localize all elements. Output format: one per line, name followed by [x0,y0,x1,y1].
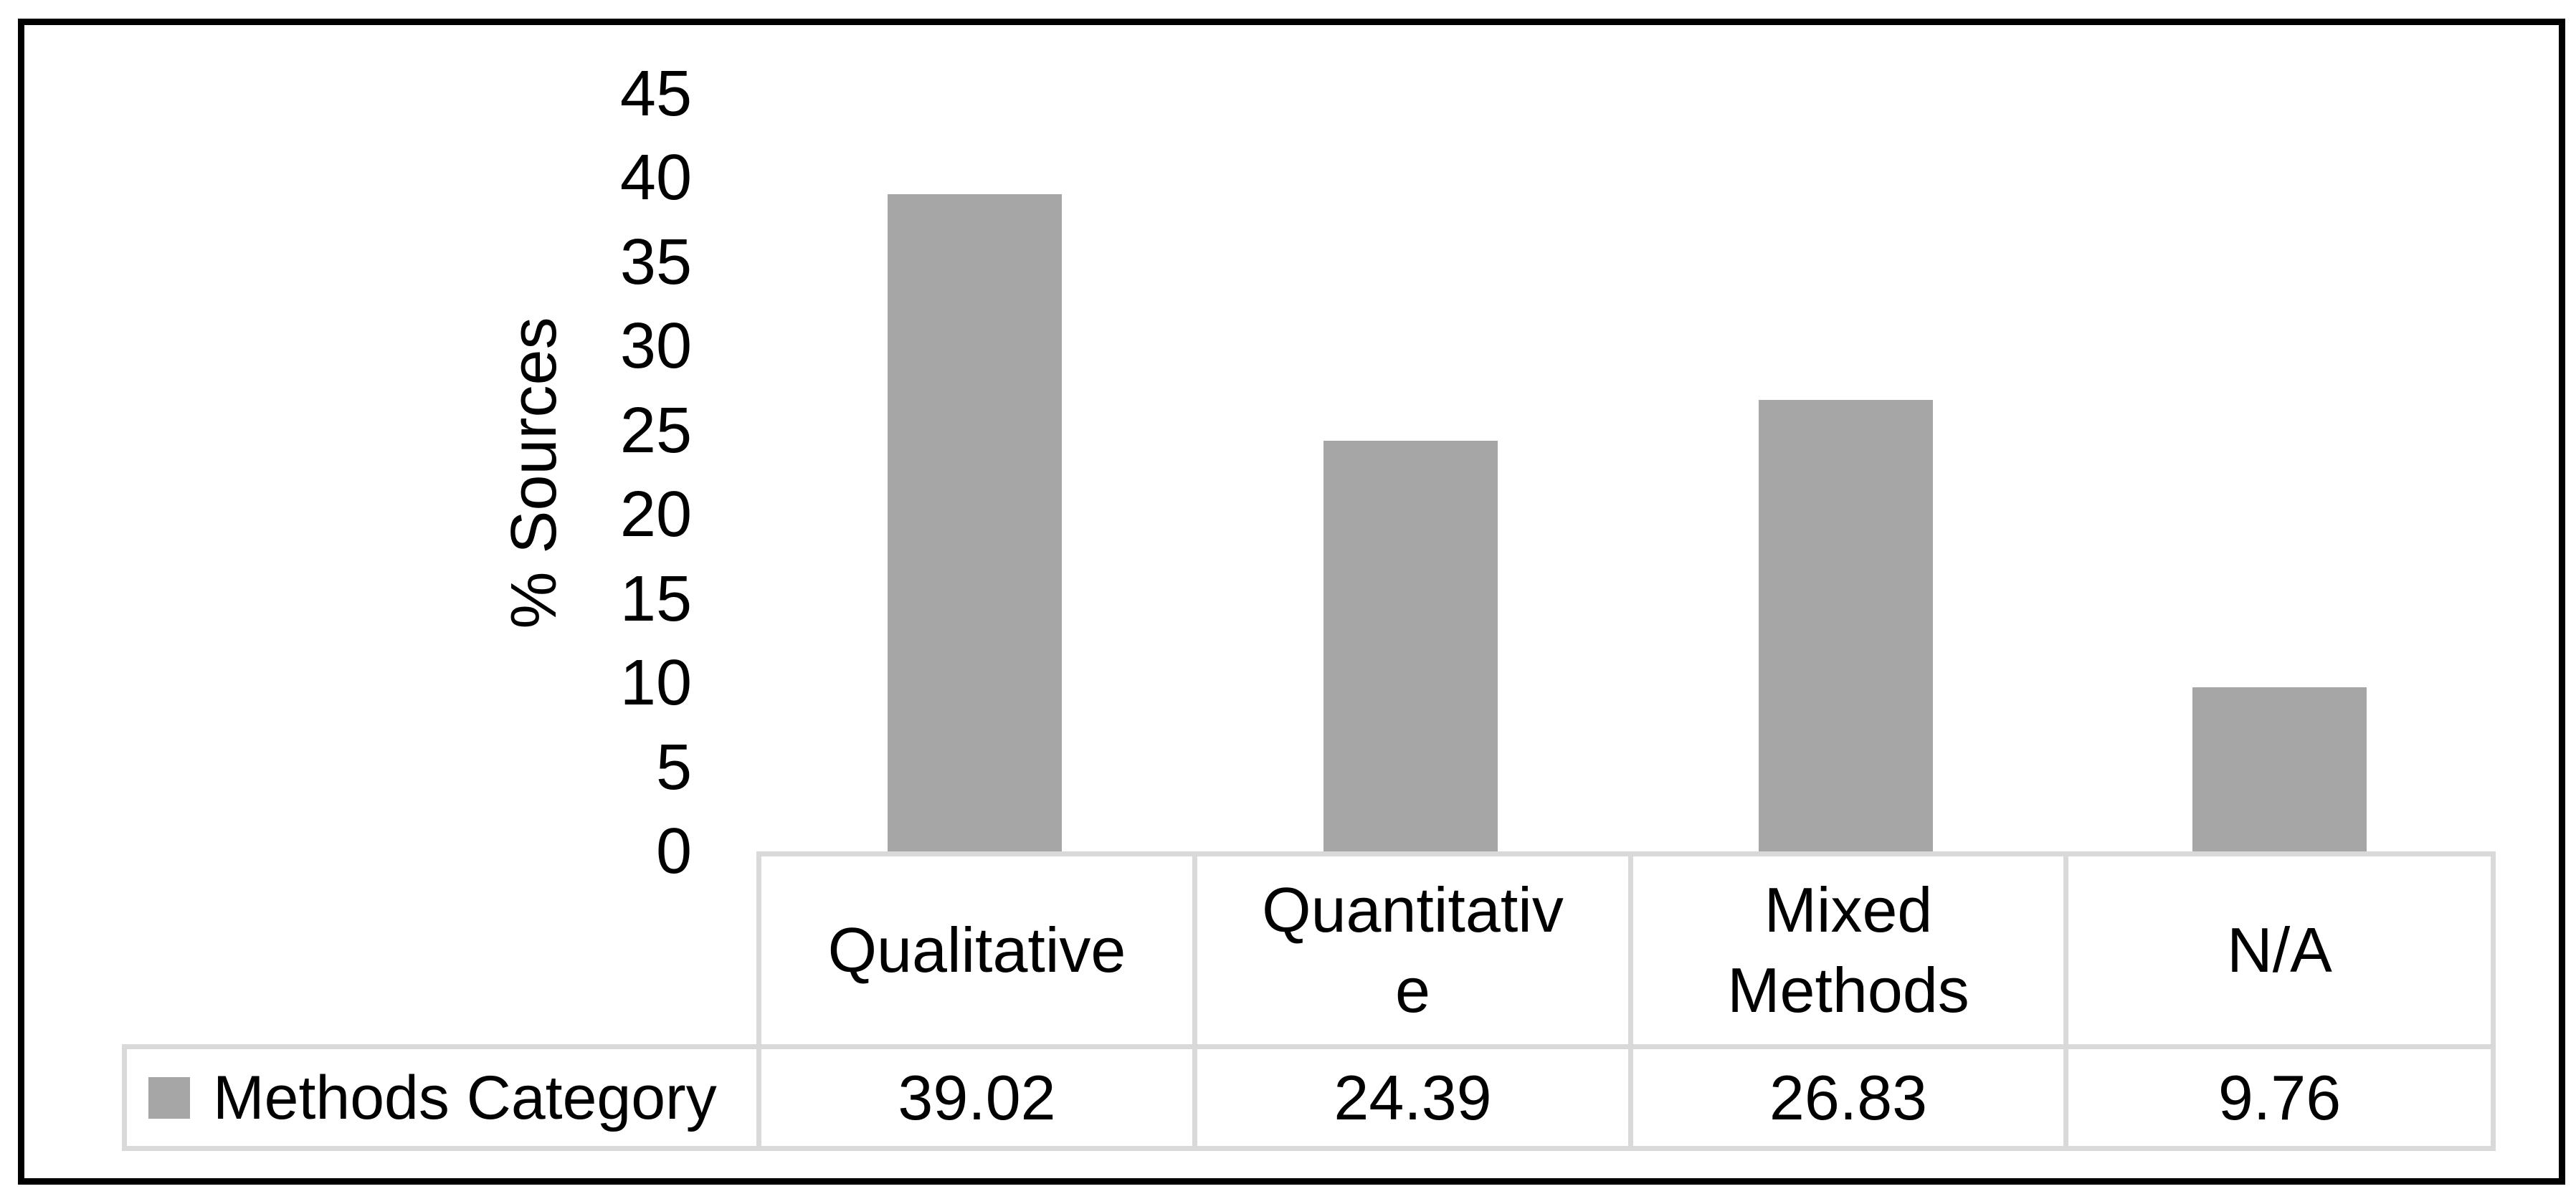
legend-label: Methods Category [213,1063,717,1132]
y-axis-tick-label: 45 [619,58,692,130]
category-cell-qualitative: Qualitative [756,851,1192,1044]
value-cell-qualitative: 39.02 [756,1044,1192,1151]
bar-qualitative [887,194,1062,851]
y-axis-tick-label: 10 [619,647,692,720]
bar-quantitativ-e [1323,441,1498,851]
value-cell-n-a: 9.76 [2063,1044,2496,1151]
bar-mixed-methods [1759,399,1933,851]
y-axis-tick-label: 15 [619,563,692,635]
y-axis-tick-label: 0 [655,816,692,887]
y-axis-tick-label: 40 [619,142,692,214]
value-cell-mixed-methods: 26.83 [1628,1044,2063,1151]
y-axis-tick-label: 5 [655,731,692,803]
y-axis-tick-label: 35 [619,226,692,298]
category-cell-n-a: N/A [2063,851,2496,1044]
y-axis-tick-label: 30 [619,310,692,383]
y-axis-tick-label: 20 [619,479,692,551]
y-axis-tick-label: 25 [619,394,692,467]
legend-key-icon [148,1076,190,1119]
legend-cell: Methods Category [122,1044,756,1151]
value-cell-quantitativ-e: 24.39 [1192,1044,1628,1151]
bar-n-a [2192,687,2367,851]
category-cell-mixed-methods: Mixed Methods [1628,851,2063,1044]
category-cell-quantitativ-e: Quantitativ e [1192,851,1628,1044]
